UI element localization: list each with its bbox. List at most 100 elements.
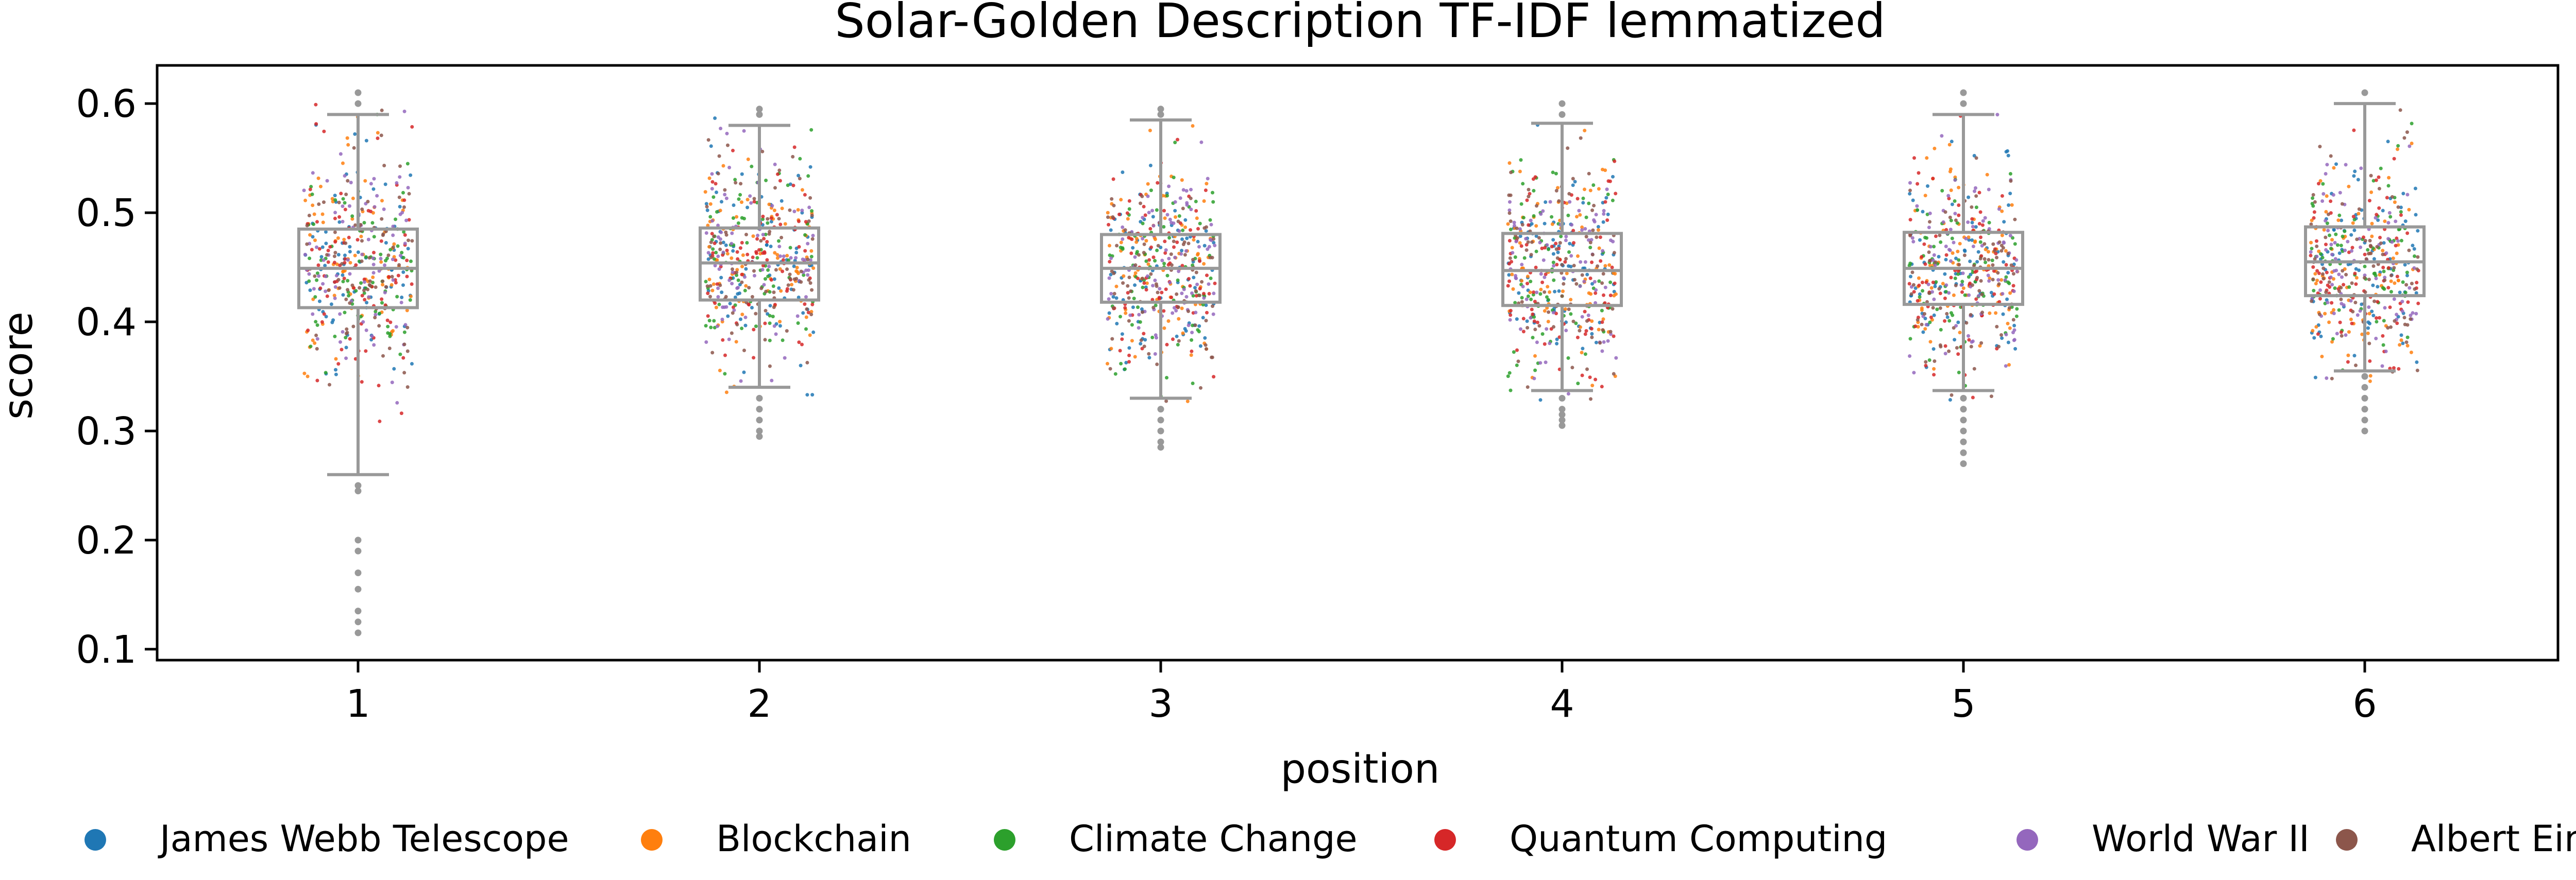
strip-point (1175, 292, 1179, 296)
strip-point (344, 193, 348, 196)
strip-point (1526, 294, 1530, 298)
strip-point (754, 251, 758, 255)
strip-point (1911, 283, 1916, 287)
strip-point (1553, 289, 1557, 294)
strip-point (2398, 343, 2402, 347)
strip-point (379, 252, 383, 256)
strip-point (1566, 392, 1570, 396)
strip-point (2371, 283, 2375, 287)
strip-point (1975, 269, 1979, 273)
strip-point (1582, 280, 1586, 284)
strip-point (325, 253, 329, 257)
strip-point (1142, 204, 1146, 209)
strip-point (1925, 156, 1929, 160)
strip-point (1118, 349, 1122, 353)
y-tick-label: 0.2 (76, 519, 137, 563)
strip-point (1995, 255, 1998, 260)
strip-point (1601, 272, 1605, 276)
strip-point (2315, 244, 2319, 248)
strip-point (1509, 219, 1513, 223)
strip-point (1978, 256, 1982, 261)
strip-point (337, 200, 341, 204)
strip-point (2349, 317, 2353, 321)
strip-point (2366, 331, 2370, 335)
strip-point (733, 178, 737, 182)
strip-point (2370, 234, 2374, 238)
strip-point (2372, 257, 2376, 261)
strip-point (759, 239, 763, 243)
strip-point (2410, 142, 2414, 145)
strip-point (1916, 182, 1920, 186)
strip-point (808, 258, 812, 262)
strip-point (1543, 246, 1547, 250)
strip-point (1579, 136, 1583, 140)
strip-point (2335, 243, 2340, 247)
strip-point (1991, 263, 1995, 267)
strip-point (1172, 306, 1176, 310)
strip-point (1145, 281, 1149, 285)
strip-point (1180, 264, 1184, 268)
strip-point (348, 261, 352, 265)
strip-point (1604, 196, 1608, 200)
strip-point (394, 258, 398, 262)
strip-point (1970, 220, 1974, 225)
strip-point (1563, 307, 1567, 311)
strip-point (2346, 353, 2350, 357)
strip-point (808, 333, 812, 337)
strip-point (720, 317, 724, 321)
strip-point (1964, 237, 1968, 240)
strip-point (2392, 157, 2396, 161)
strip-point (1576, 254, 1580, 258)
strip-point (1907, 282, 1911, 286)
strip-point (1550, 215, 1554, 219)
strip-point (364, 139, 368, 143)
strip-point (2012, 328, 2016, 332)
strip-point (376, 131, 380, 135)
strip-point (1589, 292, 1593, 296)
strip-point (761, 251, 765, 255)
strip-point (1520, 222, 1524, 227)
strip-point (720, 200, 723, 204)
strip-point (2311, 196, 2315, 200)
strip-point (402, 371, 406, 375)
strip-point (739, 182, 743, 186)
strip-point (2379, 241, 2383, 245)
strip-point (368, 279, 372, 283)
strip-point (1115, 244, 1119, 248)
strip-point (1509, 313, 1513, 317)
strip-point (341, 330, 345, 334)
strip-point (740, 240, 744, 245)
strip-point (2006, 340, 2010, 344)
strip-point (1515, 317, 1519, 321)
strip-point (1189, 228, 1192, 232)
strip-point (2003, 278, 2007, 282)
strip-point (810, 237, 815, 241)
strip-point (1992, 292, 1996, 296)
strip-point (760, 268, 765, 272)
strip-point (1131, 305, 1135, 309)
strip-point (712, 319, 716, 323)
strip-point (1191, 124, 1195, 128)
strip-point (1956, 269, 1960, 273)
strip-point (1564, 238, 1568, 243)
strip-point (1129, 289, 1133, 293)
strip-point (1924, 360, 1928, 364)
strip-point (1952, 240, 1956, 245)
strip-point (1597, 279, 1601, 283)
strip-point (705, 208, 709, 212)
strip-point (1934, 260, 1938, 264)
strip-point (359, 222, 363, 227)
strip-point (2310, 247, 2314, 251)
strip-point (1938, 343, 1942, 347)
strip-point (1171, 311, 1175, 315)
strip-point (1611, 198, 1615, 202)
strip-point (1192, 238, 1196, 242)
strip-point (307, 279, 311, 283)
strip-point (1959, 283, 1963, 287)
strip-point (1535, 290, 1539, 295)
outlier-point (1960, 394, 1967, 402)
strip-point (2335, 332, 2339, 336)
strip-point (409, 259, 413, 263)
strip-point (2324, 243, 2328, 247)
strip-point (1153, 352, 1157, 356)
